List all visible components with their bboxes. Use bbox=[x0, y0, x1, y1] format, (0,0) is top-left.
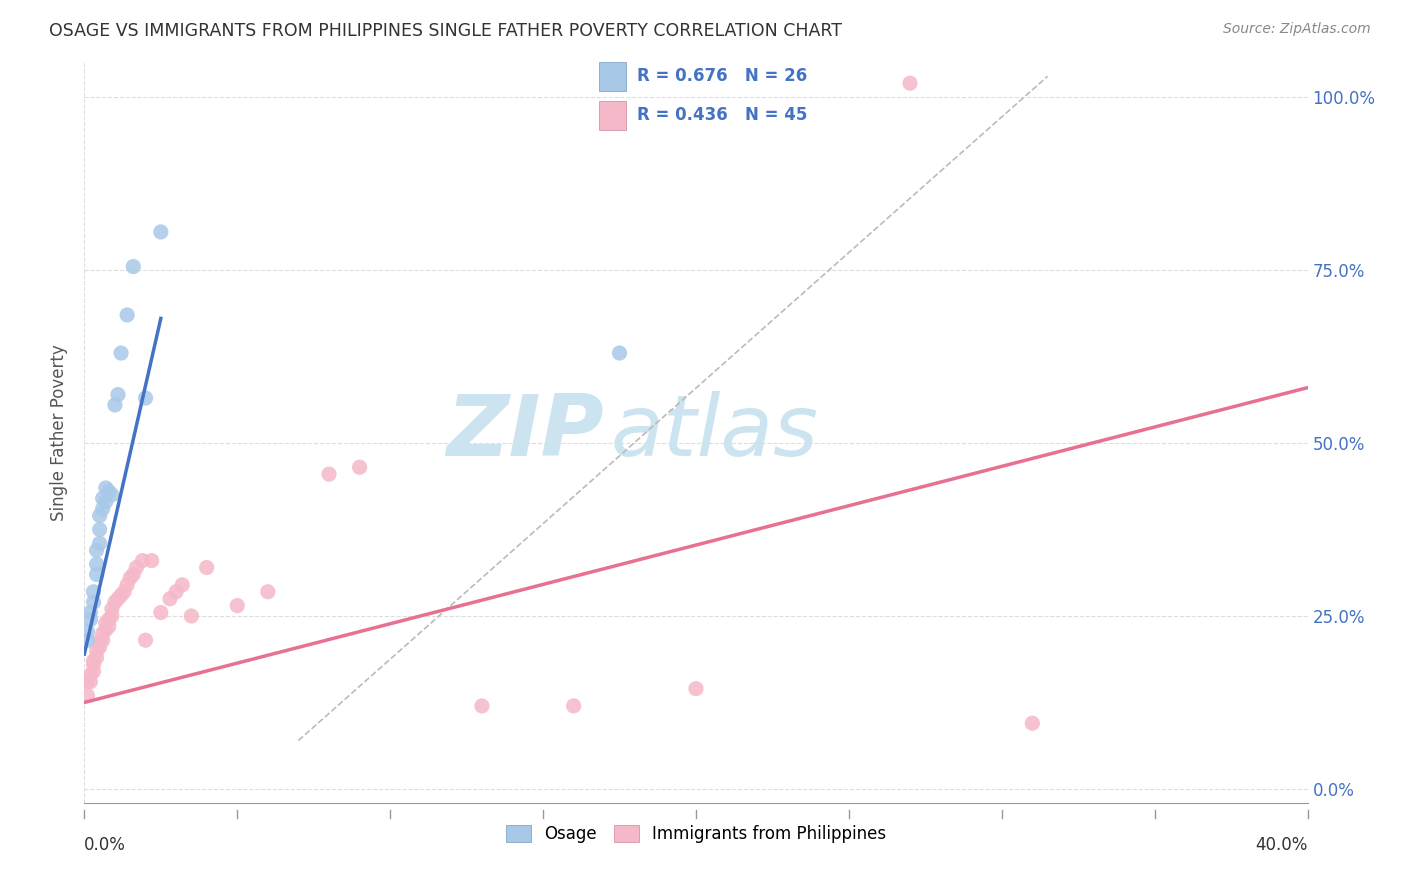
Point bbox=[1021, 716, 1043, 731]
Point bbox=[104, 398, 127, 412]
Point bbox=[471, 698, 494, 713]
Point bbox=[318, 467, 340, 482]
Text: atlas: atlas bbox=[610, 391, 818, 475]
Point bbox=[79, 606, 101, 620]
Bar bbox=[599, 62, 626, 91]
Point bbox=[86, 643, 108, 657]
Point bbox=[76, 624, 98, 639]
Point bbox=[562, 698, 585, 713]
Point bbox=[94, 495, 117, 509]
Text: Source: ZipAtlas.com: Source: ZipAtlas.com bbox=[1223, 22, 1371, 37]
Point bbox=[83, 595, 105, 609]
Point bbox=[165, 584, 187, 599]
Point bbox=[226, 599, 249, 613]
Point bbox=[83, 584, 105, 599]
Legend: Osage, Immigrants from Philippines: Osage, Immigrants from Philippines bbox=[499, 819, 893, 850]
Text: OSAGE VS IMMIGRANTS FROM PHILIPPINES SINGLE FATHER POVERTY CORRELATION CHART: OSAGE VS IMMIGRANTS FROM PHILIPPINES SIN… bbox=[49, 22, 842, 40]
Point bbox=[101, 602, 124, 616]
Point bbox=[94, 623, 117, 637]
Point bbox=[104, 595, 127, 609]
Point bbox=[115, 578, 138, 592]
Text: R = 0.436   N = 45: R = 0.436 N = 45 bbox=[637, 106, 807, 124]
Point bbox=[122, 567, 145, 582]
Point bbox=[120, 571, 142, 585]
Point bbox=[609, 346, 631, 360]
Point bbox=[110, 346, 132, 360]
Point bbox=[86, 557, 108, 571]
Point bbox=[79, 612, 101, 626]
Point bbox=[83, 657, 105, 672]
Text: ZIP: ZIP bbox=[447, 391, 605, 475]
Point bbox=[97, 484, 120, 499]
Point bbox=[349, 460, 371, 475]
Point bbox=[76, 633, 98, 648]
Point bbox=[94, 481, 117, 495]
Point bbox=[125, 560, 148, 574]
Point bbox=[94, 615, 117, 630]
Point bbox=[159, 591, 181, 606]
Point bbox=[112, 584, 135, 599]
Point bbox=[91, 626, 114, 640]
Bar bbox=[599, 101, 626, 130]
Point bbox=[135, 633, 157, 648]
Point bbox=[110, 588, 132, 602]
Point bbox=[83, 665, 105, 679]
Point bbox=[172, 578, 194, 592]
Point bbox=[76, 674, 98, 689]
Text: 40.0%: 40.0% bbox=[1256, 836, 1308, 855]
Point bbox=[86, 543, 108, 558]
Point bbox=[97, 612, 120, 626]
Point bbox=[79, 674, 101, 689]
Point bbox=[86, 567, 108, 582]
Point bbox=[195, 560, 218, 574]
Point bbox=[115, 308, 138, 322]
Point bbox=[101, 488, 124, 502]
Point bbox=[107, 387, 129, 401]
Point bbox=[257, 584, 280, 599]
Point bbox=[101, 609, 124, 624]
Point bbox=[89, 523, 111, 537]
Point bbox=[89, 640, 111, 654]
Point bbox=[89, 633, 111, 648]
Point bbox=[149, 225, 172, 239]
Point bbox=[86, 650, 108, 665]
Text: R = 0.676   N = 26: R = 0.676 N = 26 bbox=[637, 68, 807, 86]
Text: 0.0%: 0.0% bbox=[84, 836, 127, 855]
Point bbox=[91, 491, 114, 506]
Point bbox=[122, 260, 145, 274]
Point bbox=[83, 654, 105, 668]
Point bbox=[107, 591, 129, 606]
Point bbox=[131, 554, 153, 568]
Point bbox=[898, 76, 921, 90]
Point bbox=[91, 633, 114, 648]
Point bbox=[141, 554, 163, 568]
Point bbox=[180, 609, 202, 624]
Point bbox=[76, 689, 98, 703]
Point bbox=[79, 667, 101, 681]
Point bbox=[89, 508, 111, 523]
Point bbox=[89, 536, 111, 550]
Point bbox=[149, 606, 172, 620]
Y-axis label: Single Father Poverty: Single Father Poverty bbox=[51, 344, 69, 521]
Point bbox=[135, 391, 157, 405]
Point bbox=[97, 619, 120, 633]
Point bbox=[91, 501, 114, 516]
Point bbox=[685, 681, 707, 696]
